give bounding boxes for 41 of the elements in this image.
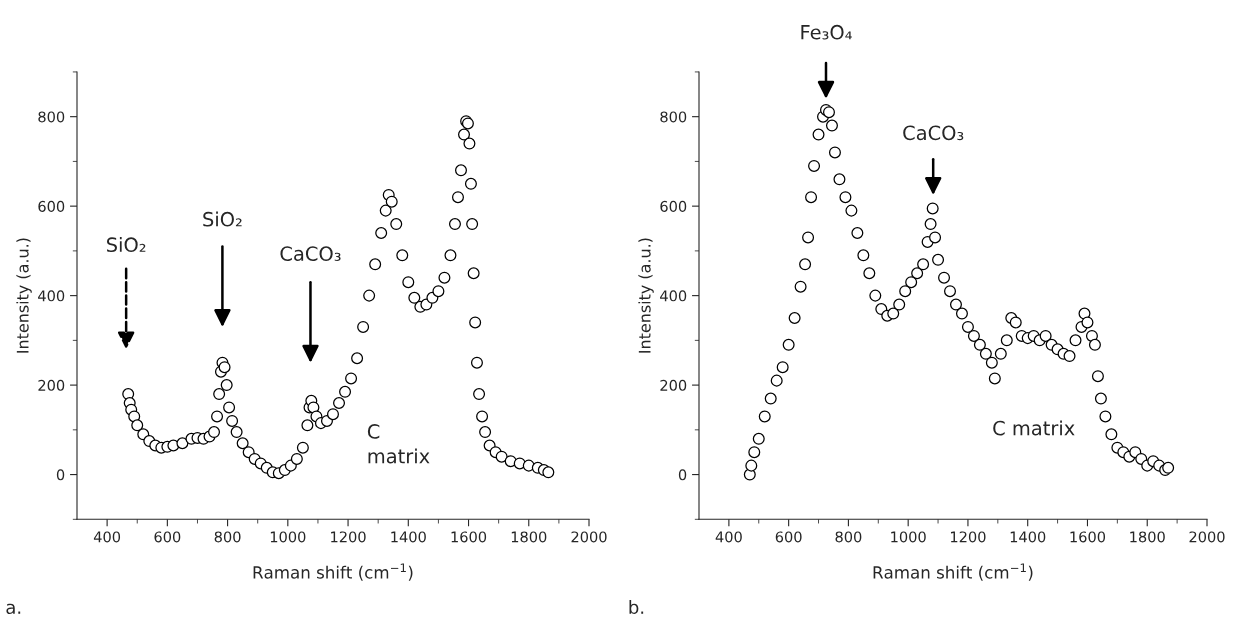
y-tick-label: 600 xyxy=(660,200,687,212)
y-tick-label: 400 xyxy=(660,290,687,302)
y-axis-title: Intensity (a.u.) xyxy=(638,238,654,353)
y-tick-label: 0 xyxy=(56,469,65,481)
x-tick-label: 1000 xyxy=(891,531,926,543)
annotation: CaCO₃ xyxy=(903,125,964,141)
annotation: C matrix xyxy=(367,424,430,464)
x-tick-label: 1800 xyxy=(511,531,547,543)
x-tick-label: 400 xyxy=(93,531,121,543)
x-tick-label: 800 xyxy=(214,531,241,543)
y-tick-label: 400 xyxy=(38,290,65,302)
x-tick-label: 1400 xyxy=(1010,531,1046,543)
x-axis-title: Raman shift (cm$^{−1}$) xyxy=(253,563,413,581)
x-tick-label: 1400 xyxy=(391,531,426,543)
text: Fe₃O₄ xyxy=(801,24,852,40)
x-axis-title: Raman shift (cm$^{−1}$) xyxy=(873,563,1033,581)
x-tick-label: 800 xyxy=(835,531,862,543)
y-tick-label: 200 xyxy=(38,379,65,391)
annotation: CaCO₃ xyxy=(280,246,341,261)
y-tick-label: 800 xyxy=(38,111,65,123)
x-tick-label: 2000 xyxy=(1189,531,1225,543)
text: a. xyxy=(6,603,21,615)
x-tick-label: 1200 xyxy=(331,531,366,543)
x-tick-label: 1600 xyxy=(451,531,487,543)
y-tick-label: 800 xyxy=(660,111,687,123)
y-tick-label: 0 xyxy=(678,469,687,481)
annotation: SiO₂ xyxy=(107,237,146,253)
y-axis-title: Intensity (a.u.) xyxy=(16,238,32,353)
text: b. xyxy=(629,600,644,615)
x-tick-label: 1600 xyxy=(1070,531,1106,543)
x-tick-label: 1800 xyxy=(1130,531,1165,543)
x-tick-label: 1200 xyxy=(950,531,986,543)
annotation: C matrix xyxy=(993,420,1075,436)
y-tick-label: 600 xyxy=(38,200,65,212)
y-tick-label: 200 xyxy=(660,379,687,391)
x-tick-label: 600 xyxy=(775,531,802,543)
annotation: SiO₂ xyxy=(203,211,242,227)
x-tick-label: 2000 xyxy=(571,531,607,543)
x-tick-label: 400 xyxy=(715,531,742,543)
x-tick-label: 1000 xyxy=(270,531,306,543)
x-tick-label: 600 xyxy=(154,531,181,543)
